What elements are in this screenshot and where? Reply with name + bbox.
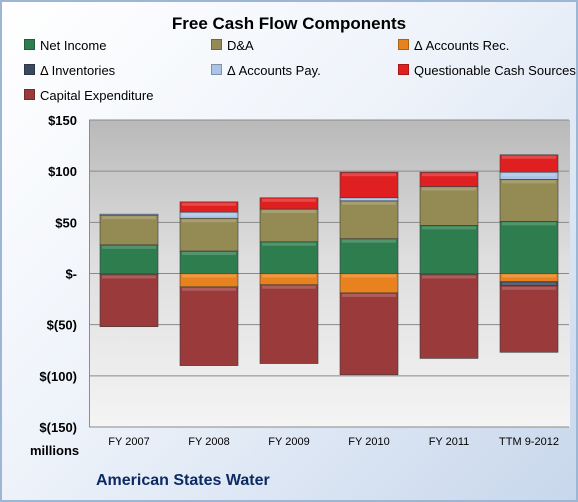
bar-highlight	[422, 275, 476, 279]
legend-swatch	[24, 64, 35, 75]
y-tick-label: $-	[65, 267, 77, 282]
y-tick-label: $100	[48, 164, 77, 179]
legend-item: Capital Expenditure	[24, 88, 153, 103]
bar-segment	[339, 200, 399, 240]
bar-highlight	[502, 274, 556, 278]
bar-highlight	[182, 274, 236, 278]
legend-item: Questionable Cash Sources	[398, 63, 576, 78]
chart-title: Free Cash Flow Components	[171, 14, 407, 33]
bar-segment	[179, 201, 239, 213]
bar-highlight	[182, 219, 236, 223]
y-tick-label: $150	[48, 113, 77, 128]
bar-segment	[499, 154, 559, 173]
bar-segment	[99, 213, 159, 216]
bar-segment	[259, 197, 319, 210]
legend-label: Capital Expenditure	[40, 88, 154, 103]
bar-segment	[419, 186, 479, 226]
legend-label: Δ Accounts Rec.	[414, 38, 510, 53]
bar-highlight	[182, 287, 236, 291]
legend-item: Δ Accounts Pay.	[211, 63, 321, 78]
bar-highlight	[262, 210, 316, 214]
bar-highlight	[102, 216, 156, 220]
bar-segment	[179, 217, 239, 252]
legend-item: Δ Accounts Rec.	[398, 38, 509, 53]
bar-highlight	[502, 173, 556, 177]
bar-highlight	[102, 275, 156, 279]
bar-segment	[419, 225, 479, 274]
legend-swatch	[211, 64, 222, 75]
bar-segment	[419, 274, 479, 359]
bar-highlight	[262, 285, 316, 289]
bar-segment	[419, 171, 479, 187]
bar-highlight	[422, 187, 476, 191]
bar-highlight	[182, 251, 236, 255]
bar-segment	[179, 286, 239, 366]
bar-highlight	[422, 226, 476, 230]
bar-highlight	[502, 282, 556, 285]
legend-swatch	[211, 39, 222, 50]
legend-label: Δ Accounts Pay.	[227, 63, 321, 78]
bar-segment	[259, 241, 319, 274]
bar-highlight	[342, 198, 396, 200]
legend-swatch	[24, 89, 35, 100]
y-tick-label: $(50)	[47, 318, 77, 333]
bar-highlight	[262, 274, 316, 278]
legend-item: D&A	[211, 38, 254, 53]
bar-segment	[259, 284, 319, 364]
x-tick-label: FY 2009	[268, 436, 309, 448]
bar-segment	[259, 208, 319, 243]
bar-highlight	[342, 173, 396, 177]
legend-item: Net Income	[24, 38, 106, 53]
x-tick-label: FY 2010	[348, 436, 389, 448]
company-name: American States Water	[96, 472, 270, 489]
bar-highlight	[262, 198, 316, 202]
bar-highlight	[422, 173, 476, 177]
legend-swatch	[398, 39, 409, 50]
bar-segment	[499, 285, 559, 353]
bar-highlight	[502, 180, 556, 184]
legend-label: Δ Inventories	[40, 63, 116, 78]
bar-highlight	[502, 286, 556, 290]
bar-segment	[339, 171, 399, 199]
bar-highlight	[342, 239, 396, 243]
legend-label: Net Income	[40, 38, 107, 53]
bar-segment	[99, 214, 159, 246]
bar-highlight	[102, 245, 156, 249]
bar-segment	[99, 244, 159, 274]
legend-swatch	[24, 39, 35, 50]
bar-highlight	[342, 201, 396, 205]
bar-highlight	[502, 155, 556, 159]
x-tick-label: TTM 9-2012	[499, 436, 559, 448]
bar-segment	[339, 238, 399, 274]
x-tick-label: FY 2007	[108, 436, 149, 448]
bar-segment	[99, 274, 159, 328]
bar-highlight	[342, 274, 396, 278]
legend-label: Questionable Cash Sources	[414, 63, 576, 78]
legend-item: Δ Inventories	[24, 63, 115, 78]
bar-highlight	[182, 213, 236, 217]
y-tick-label: $(150)	[39, 420, 77, 435]
bar-segment	[499, 221, 559, 274]
bar-segment	[499, 179, 559, 222]
bar-highlight	[342, 293, 396, 297]
bar-highlight	[182, 202, 236, 206]
bar-highlight	[502, 222, 556, 226]
units-label: millions	[30, 443, 80, 458]
y-tick-label: $(100)	[39, 369, 77, 384]
legend-swatch	[398, 64, 409, 75]
x-tick-label: FY 2011	[429, 436, 470, 448]
legend-label: D&A	[227, 38, 254, 53]
bar-highlight	[262, 242, 316, 246]
x-tick-label: FY 2008	[188, 436, 229, 448]
bar-segment	[339, 292, 399, 376]
y-tick-label: $50	[55, 215, 77, 230]
